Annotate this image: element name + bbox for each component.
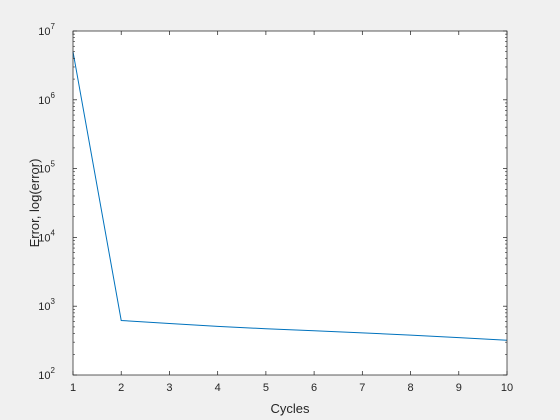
y-tick-label: 105 <box>38 160 55 176</box>
plot-frame <box>72 30 508 376</box>
y-tick-label: 102 <box>38 366 55 382</box>
y-tick-label: 104 <box>38 228 55 244</box>
y-axis-label: Error, log(error) <box>27 159 42 248</box>
x-tick-label: 7 <box>359 382 365 394</box>
x-tick-label: 3 <box>166 382 172 394</box>
y-tick-label: 106 <box>38 91 55 107</box>
x-axis-label: Cycles <box>270 401 310 416</box>
x-tick-label: 4 <box>215 382 221 394</box>
y-tick-label: 103 <box>38 297 55 313</box>
x-tick-label: 10 <box>501 382 513 394</box>
y-tick-label: 107 <box>38 22 55 38</box>
plot-area <box>73 31 507 375</box>
x-tick-label: 1 <box>70 382 76 394</box>
series-line <box>72 51 508 341</box>
series-layer <box>72 51 508 341</box>
x-tick-label: 9 <box>456 382 462 394</box>
x-tick-label: 8 <box>407 382 413 394</box>
x-tick-label: 5 <box>263 382 269 394</box>
x-tick-label: 6 <box>311 382 317 394</box>
x-tick-label: 2 <box>118 382 124 394</box>
